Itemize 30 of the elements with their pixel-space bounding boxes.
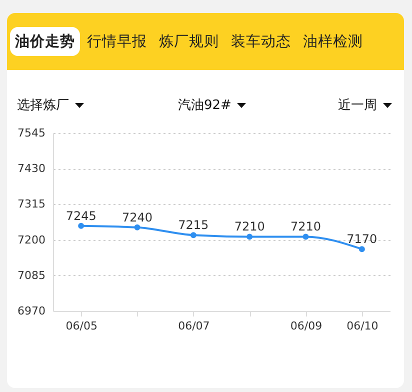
y-tick-label: 7085 [18, 268, 46, 282]
text: 选择炼厂 [17, 98, 69, 113]
point [134, 224, 140, 230]
data-label: 7210 [234, 220, 265, 234]
text: 近一周 [338, 98, 377, 113]
point [78, 222, 84, 229]
data-label: 7240 [122, 210, 153, 224]
point [302, 234, 309, 240]
text: 行情早报 [86, 33, 148, 52]
point [246, 234, 253, 240]
x-tick-label: 06/05 [66, 320, 98, 332]
text: 炼厂规则 [158, 33, 220, 52]
data-label: 7210 [290, 220, 322, 234]
data-label: 7215 [178, 218, 209, 232]
data-label: 7245 [66, 208, 96, 223]
y-tick-label: 6970 [18, 304, 46, 318]
text: 装车动态 [230, 33, 292, 52]
data-label: 7170 [346, 232, 378, 246]
text: 油价走势 [10, 27, 80, 56]
point [190, 232, 196, 238]
x-tick-label: 06/09 [290, 320, 322, 332]
y-tick-label: 7430 [18, 162, 46, 176]
y-tick-label: 7200 [18, 233, 46, 246]
y-tick-label: 7315 [18, 198, 46, 211]
x-tick-label: 06/07 [178, 320, 210, 332]
text: 汽油92# [178, 98, 232, 113]
y-tick-label: 7545 [18, 126, 46, 140]
point [358, 246, 365, 252]
x-tick-label: 06/10 [346, 320, 378, 332]
text: 油样检测 [302, 33, 364, 52]
